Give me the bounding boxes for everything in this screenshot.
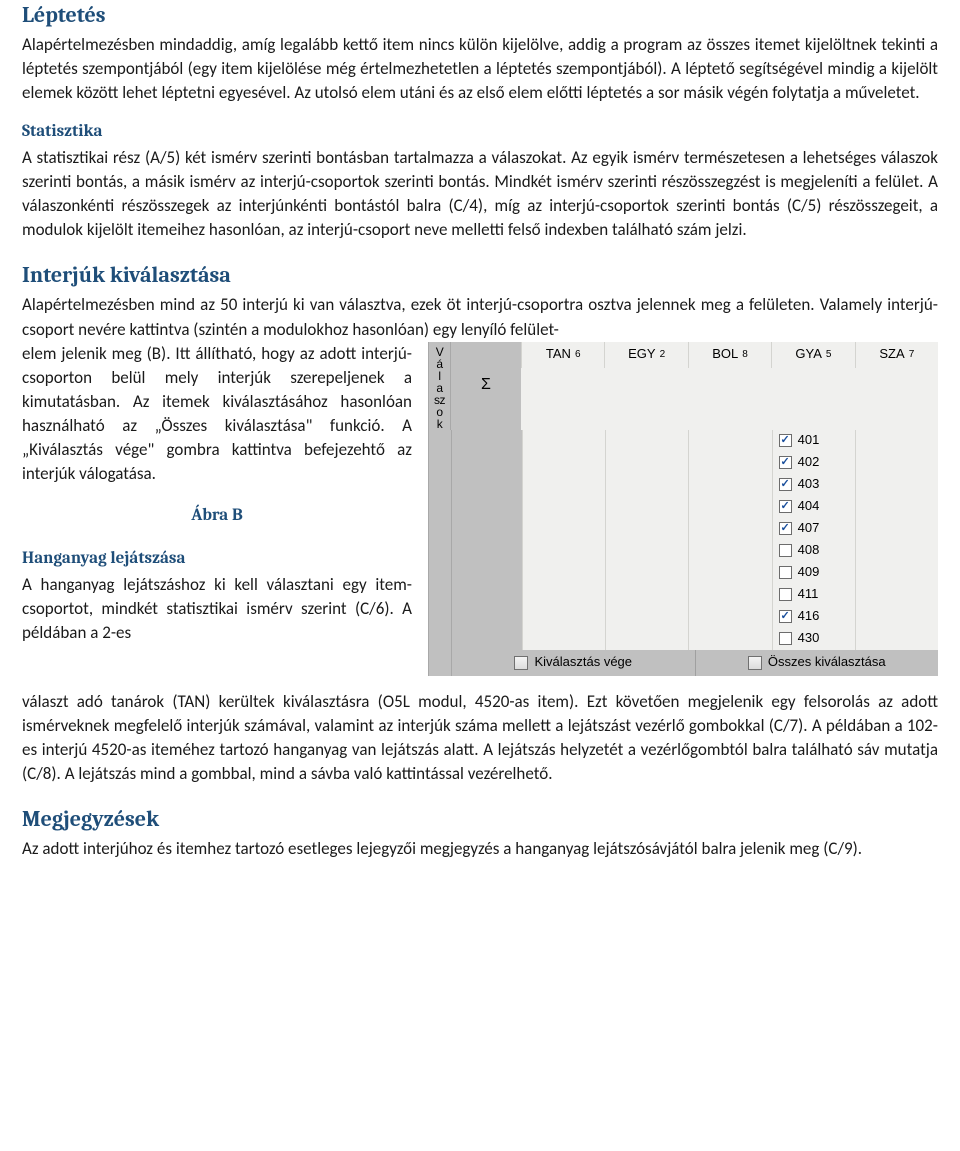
body-leptetes: Alapértelmezésben mindaddig, amíg legalá… (22, 33, 938, 105)
checkbox-icon[interactable] (779, 610, 792, 623)
figure-group-count: 6 (575, 348, 581, 362)
body-interjuk-left: elem jelenik meg (B). Itt állítható, hog… (22, 342, 412, 487)
figure-row-id: 430 (798, 629, 820, 647)
figure-row-id: 404 (798, 497, 820, 515)
figure-vertical-label-char: á (436, 358, 442, 370)
checkbox-icon[interactable] (779, 434, 792, 447)
checkbox-icon[interactable] (779, 522, 792, 535)
figure-row-id: 403 (798, 475, 820, 493)
body-interjuk-intro: Alapértelmezésben mind az 50 interjú ki … (22, 293, 938, 341)
figure-header-row: Válaszok Σ TAN 6 EGY 2 BOL 8 GYA 5 SZA 7 (429, 342, 938, 430)
heading-hanganyag: Hanganyag lejátszása (22, 547, 412, 571)
heading-interjuk: Interjúk kiválasztása (22, 260, 938, 291)
figure-row-id: 409 (798, 563, 820, 581)
figure-list-col (855, 430, 938, 650)
figure-row-id: 401 (798, 431, 820, 449)
figure-row[interactable]: 407 (773, 518, 855, 540)
figure-row[interactable]: 416 (773, 606, 855, 628)
figure-row[interactable]: 401 (773, 430, 855, 452)
figure-row-id: 402 (798, 453, 820, 471)
figure-list-col (522, 430, 605, 650)
heading-leptetes: Léptetés (22, 0, 938, 31)
figure-group-count: 2 (660, 348, 666, 362)
figure-row-id: 407 (798, 519, 820, 537)
figure-vertical-label-char: l (438, 370, 440, 382)
checkbox-icon[interactable] (779, 588, 792, 601)
figure-row-id: 408 (798, 541, 820, 559)
checkbox-icon[interactable] (779, 500, 792, 513)
figure-list-col: 401 402 403 404 407 408 409 411 416 430 (772, 430, 855, 650)
body-hanganyag-cont: választ adó tanárok (TAN) kerültek kivál… (22, 690, 938, 787)
figure-sigma: Σ (451, 342, 521, 430)
figure-row[interactable]: 409 (773, 562, 855, 584)
heading-statisztika: Statisztika (22, 120, 938, 144)
figure-row[interactable]: 408 (773, 540, 855, 562)
figure-b: Válaszok Σ TAN6EGY2BOL8GYA5SZA7 40140240… (428, 342, 938, 676)
figure-row-id: 411 (798, 585, 819, 603)
figure-list-area: 401 402 403 404 407 408 409 411 416 430 (522, 430, 938, 650)
figure-row[interactable]: 411 (773, 584, 855, 606)
button-icon (748, 656, 762, 670)
button-icon (514, 656, 528, 670)
figure-vertical-label-char: k (437, 418, 443, 430)
figure-row[interactable]: 403 (773, 474, 855, 496)
body-hanganyag-left: A hanganyag lejátszáshoz ki kell választ… (22, 573, 412, 645)
checkbox-icon[interactable] (779, 456, 792, 469)
figure-group-count: 8 (742, 348, 748, 362)
button-finish-selection[interactable]: Kiválasztás vége (452, 650, 695, 676)
figure-group-sza[interactable]: SZA 7 (855, 342, 938, 368)
figure-group-name: BOL (712, 345, 738, 363)
figure-group-name: GYA (795, 345, 822, 363)
figure-row[interactable]: 430 (773, 628, 855, 650)
heading-megjegyzesek: Megjegyzések (22, 804, 938, 835)
figure-group-tan[interactable]: TAN 6 (521, 342, 604, 368)
figure-group-name: TAN (546, 345, 571, 363)
checkbox-icon[interactable] (779, 478, 792, 491)
checkbox-icon[interactable] (779, 566, 792, 579)
figure-row[interactable]: 402 (773, 452, 855, 474)
checkbox-icon[interactable] (779, 544, 792, 557)
figure-spacer (452, 430, 522, 650)
figure-group-gya[interactable]: GYA 5 (771, 342, 854, 368)
figure-group-name: EGY (628, 345, 655, 363)
figure-row[interactable]: 404 (773, 496, 855, 518)
figure-vertical-label-char: a (436, 382, 442, 394)
figure-group-count: 5 (826, 348, 832, 362)
figure-group-name: SZA (879, 345, 904, 363)
button-select-all[interactable]: Összes kiválasztása (696, 650, 939, 676)
figure-group-egy[interactable]: EGY 2 (604, 342, 687, 368)
button-finish-label: Kiválasztás vége (534, 653, 632, 671)
figure-vertical-label-char: sz (434, 394, 445, 406)
figure-list-col (688, 430, 771, 650)
figure-caption-b: Ábra B (22, 504, 412, 528)
checkbox-icon[interactable] (779, 632, 792, 645)
figure-list-col (605, 430, 688, 650)
figure-group-count: 7 (909, 348, 915, 362)
body-megjegyzesek: Az adott interjúhoz és itemhez tartozó e… (22, 837, 938, 861)
figure-vertical-label-char: V (436, 346, 444, 358)
figure-vertical-label-char: o (436, 406, 442, 418)
figure-group-header: TAN 6 EGY 2 BOL 8 GYA 5 SZA 7 (521, 342, 938, 430)
button-select-all-label: Összes kiválasztása (768, 653, 886, 671)
figure-group-bol[interactable]: BOL 8 (688, 342, 771, 368)
figure-row-id: 416 (798, 607, 820, 625)
figure-spacer (429, 430, 452, 650)
figure-spacer (429, 650, 452, 676)
body-statisztika: A statisztikai rész (A/5) két ismérv sze… (22, 146, 938, 243)
figure-vertical-label: Válaszok (429, 342, 451, 430)
